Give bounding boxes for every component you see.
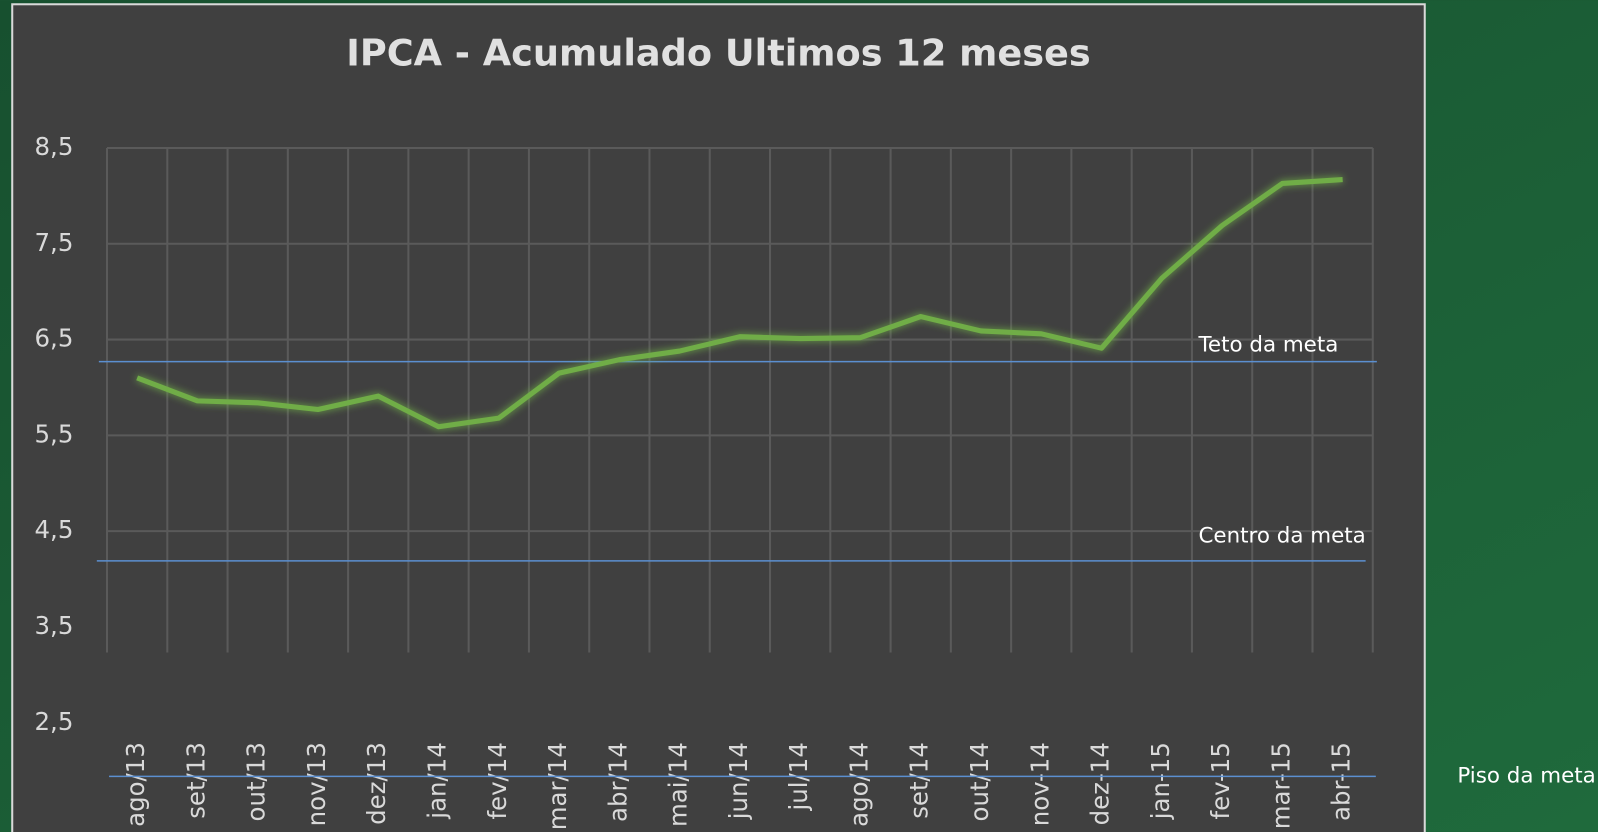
x-tick-label: out/13 (242, 742, 271, 821)
y-tick-label: 7,5 (35, 228, 74, 257)
y-tick-label: 6,5 (35, 324, 74, 353)
chart-panel (11, 3, 1426, 832)
x-tick-label: fev/14 (483, 742, 512, 819)
x-tick-label: mai/14 (664, 742, 693, 827)
x-tick-label: dez/13 (362, 742, 391, 825)
x-tick-label: fev-15 (1206, 742, 1235, 819)
x-tick-label: jan-15 (1146, 742, 1175, 820)
y-tick-label: 8,5 (35, 132, 74, 161)
x-tick-label: jun/14 (724, 742, 753, 820)
x-tick-label: mar/14 (543, 742, 572, 830)
x-tick-label: nov/13 (302, 742, 331, 826)
x-tick-label: set/14 (905, 742, 934, 819)
y-tick-label: 5,5 (35, 419, 74, 448)
x-tick-label: ago/14 (844, 742, 873, 827)
chart-title: IPCA - Acumulado Ultimos 12 meses (346, 32, 1091, 75)
x-tick-label: jan/14 (423, 742, 452, 820)
line-series (136, 177, 1343, 430)
x-tick-label: abr/14 (603, 742, 632, 822)
x-tick-label: abr-15 (1327, 742, 1356, 821)
x-tick-label: mar-15 (1266, 742, 1295, 829)
x-tick-label: out/14 (965, 742, 994, 821)
y-tick-label: 2,5 (35, 707, 74, 736)
reference-label: Centro da meta (1199, 523, 1366, 548)
x-tick-label: nov-14 (1025, 742, 1054, 826)
x-tick-label: ago/13 (121, 742, 150, 827)
reference-label: Piso da meta (1457, 763, 1595, 788)
x-tick-label: dez-14 (1086, 742, 1115, 825)
y-tick-label: 3,5 (35, 611, 74, 640)
reference-label: Teto da meta (1198, 332, 1339, 357)
x-tick-label: set/13 (181, 742, 210, 819)
y-tick-label: 4,5 (35, 515, 74, 544)
